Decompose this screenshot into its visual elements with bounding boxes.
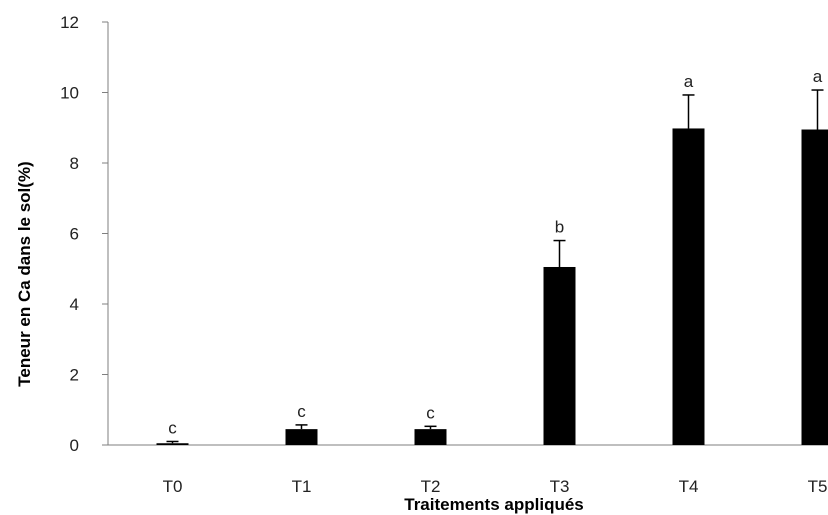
x-tick-label: T2 <box>421 477 441 496</box>
x-axis: T0 T1 T2 T3 T4 T5 <box>108 444 828 496</box>
y-tick-label: 0 <box>70 436 79 455</box>
bar-T3 <box>543 266 576 445</box>
y-tick-label: 8 <box>70 154 79 173</box>
bar-T2 <box>414 429 447 445</box>
x-tick-label: T4 <box>679 477 699 496</box>
y-tick-label: 4 <box>70 295 79 314</box>
y-tick-label: 6 <box>70 225 79 244</box>
x-tick-label: T3 <box>550 477 570 496</box>
y-tick-label: 12 <box>60 13 79 32</box>
x-tick-label: T1 <box>292 477 312 496</box>
y-axis: 0 2 4 6 8 10 12 <box>60 13 109 455</box>
y-axis-title: Teneur en Ca dans le sol(%) <box>15 161 34 386</box>
significance-label: c <box>426 403 435 422</box>
bar-T4 <box>672 128 705 445</box>
bar-T5 <box>801 129 828 445</box>
x-axis-title: Traitements appliqués <box>404 495 584 514</box>
x-tick-label: T0 <box>163 477 183 496</box>
significance-label: b <box>555 218 564 237</box>
significance-label: c <box>168 418 177 437</box>
bar-T0 <box>156 443 189 445</box>
y-tick-label: 2 <box>70 366 79 385</box>
bar-T1 <box>285 429 318 445</box>
y-tick-label: 10 <box>60 84 79 103</box>
x-tick-label: T5 <box>808 477 828 496</box>
bars: c c c b a a <box>156 67 828 445</box>
significance-label: a <box>813 67 823 86</box>
significance-label: c <box>297 402 306 421</box>
significance-label: a <box>684 72 694 91</box>
